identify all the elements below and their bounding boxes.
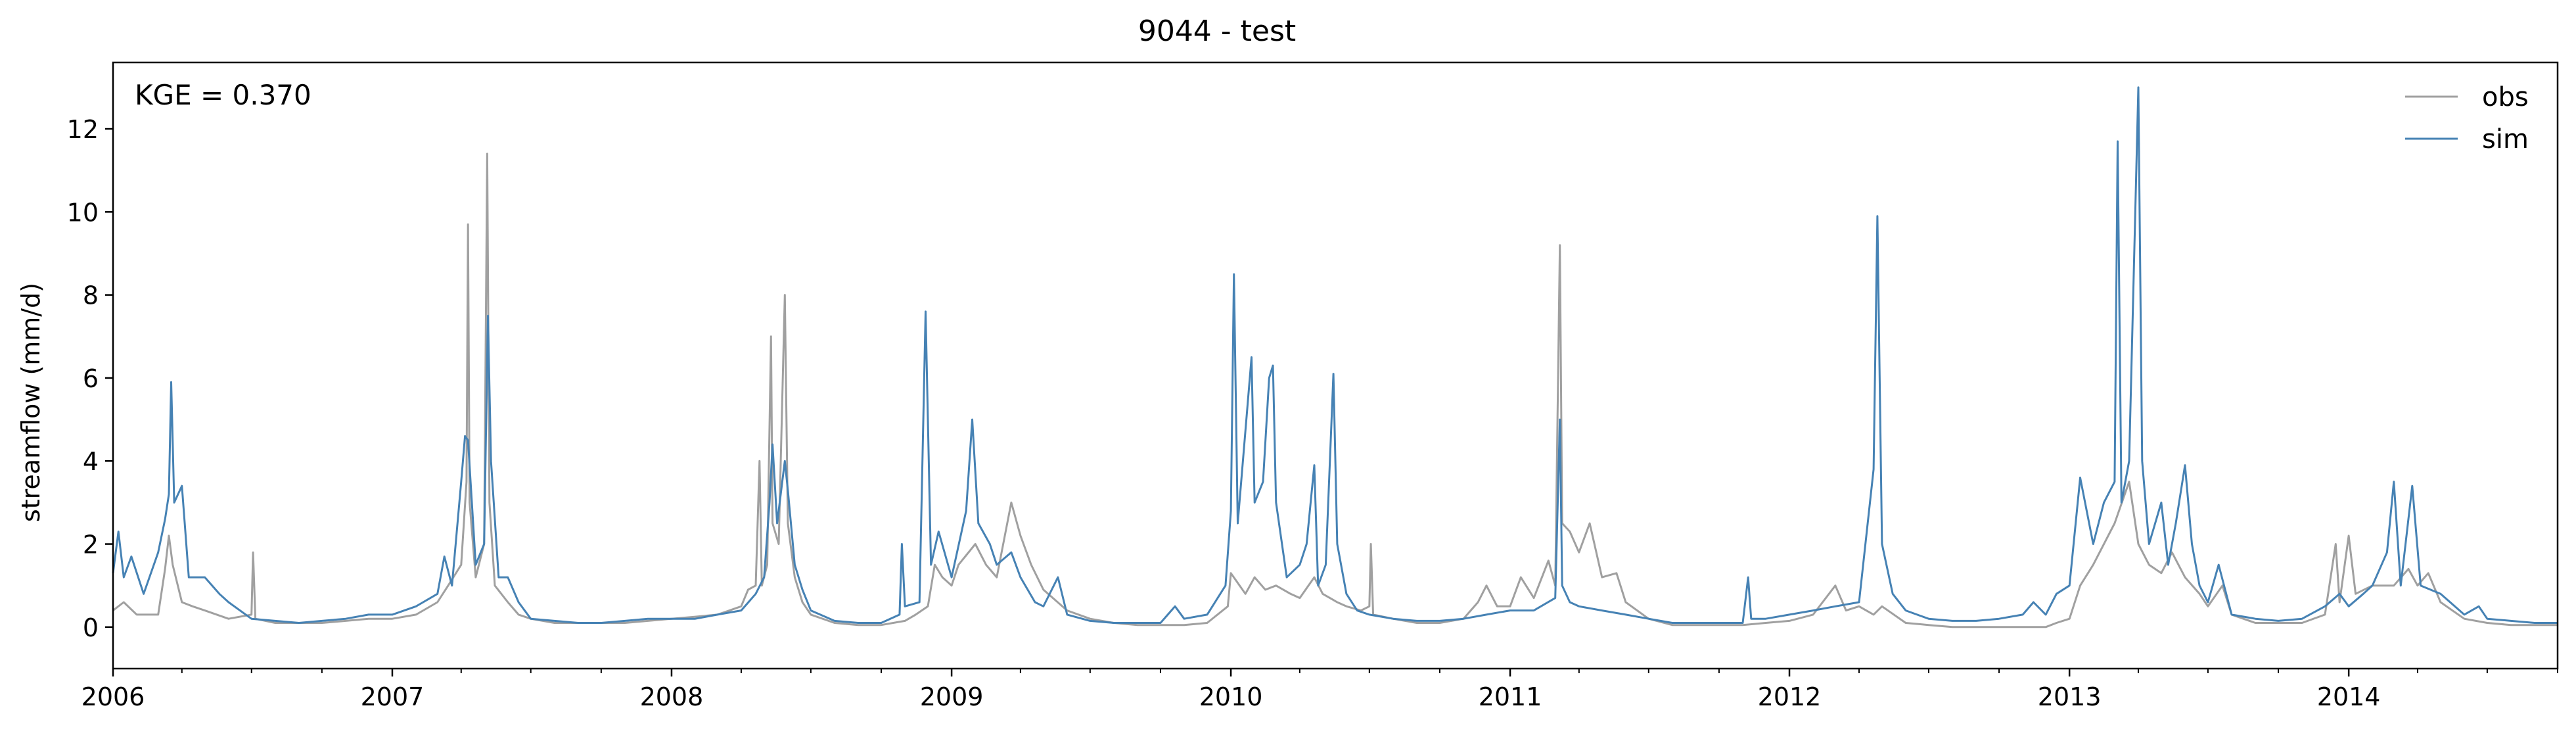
series-line-sim xyxy=(112,86,2558,624)
y-tick-label-12: 12 xyxy=(67,115,99,144)
x-tick-label-2009: 2009 xyxy=(920,682,984,711)
y-axis-label: streamflow (mm/d) xyxy=(16,283,45,522)
x-tick-label-2014: 2014 xyxy=(2317,682,2381,711)
legend: obs sim xyxy=(2405,82,2529,154)
x-tick-label-2011: 2011 xyxy=(1479,682,1542,711)
plot-frame xyxy=(112,61,2559,670)
legend-label-obs: obs xyxy=(2482,82,2529,112)
legend-label-sim: sim xyxy=(2482,124,2529,154)
y-tick-label-8: 8 xyxy=(83,281,99,310)
y-tick-label-4: 4 xyxy=(83,447,99,476)
x-tick-label-2008: 2008 xyxy=(640,682,704,711)
x-tick-label-2010: 2010 xyxy=(1199,682,1263,711)
y-tick-label-6: 6 xyxy=(83,364,99,393)
kge-annotation: KGE = 0.370 xyxy=(135,79,311,111)
y-tick-label-2: 2 xyxy=(83,531,99,559)
chart-title: 9044 - test xyxy=(1138,14,1296,48)
plot-area: 0 2 4 6 8 10 12 2006 2007 2008 2009 2010 2011 2012 201… xyxy=(67,86,2558,711)
x-tick-label-2007: 2007 xyxy=(361,682,425,711)
y-tick-label-10: 10 xyxy=(67,198,99,227)
y-tick-label-0: 0 xyxy=(83,613,99,642)
x-tick-label-2006: 2006 xyxy=(81,682,145,711)
x-tick-label-2012: 2012 xyxy=(1758,682,1822,711)
x-tick-label-2013: 2013 xyxy=(2038,682,2102,711)
